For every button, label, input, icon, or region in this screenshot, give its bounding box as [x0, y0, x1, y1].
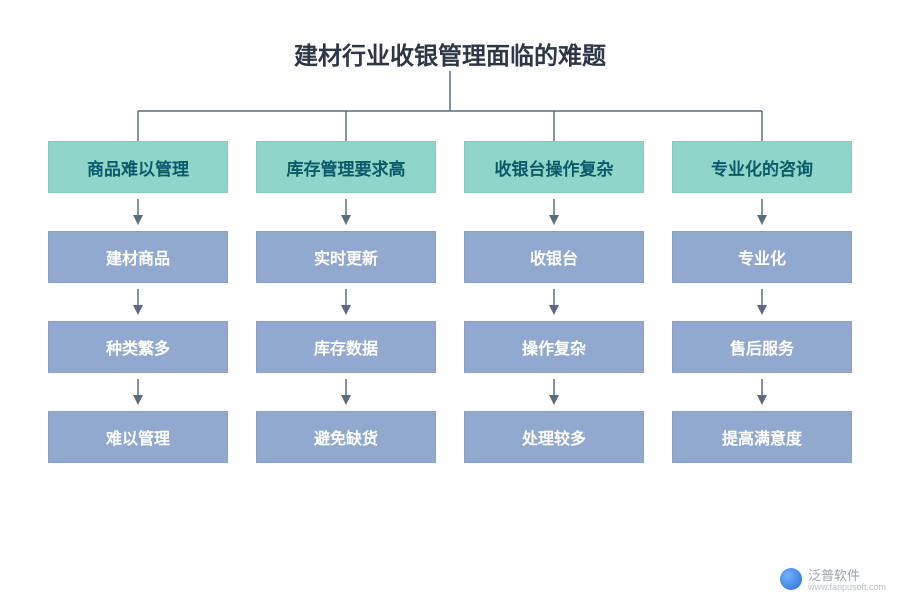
column-header: 库存管理要求高 [256, 141, 436, 193]
item-box: 实时更新 [256, 231, 436, 283]
column: 商品难以管理建材商品种类繁多难以管理 [48, 141, 228, 463]
column: 库存管理要求高实时更新库存数据避免缺货 [256, 141, 436, 463]
down-arrow-icon [752, 283, 772, 321]
watermark-brand: 泛普软件 [808, 568, 860, 583]
down-arrow-icon [544, 373, 564, 411]
branch-connector [0, 71, 900, 141]
item-box: 种类繁多 [48, 321, 228, 373]
item-box: 库存数据 [256, 321, 436, 373]
down-arrow-icon [128, 373, 148, 411]
item-box: 售后服务 [672, 321, 852, 373]
down-arrow-icon [544, 193, 564, 231]
item-box: 处理较多 [464, 411, 644, 463]
item-box: 建材商品 [48, 231, 228, 283]
down-arrow-icon [336, 283, 356, 321]
column-header: 收银台操作复杂 [464, 141, 644, 193]
item-box: 提高满意度 [672, 411, 852, 463]
down-arrow-icon [544, 283, 564, 321]
column: 专业化的咨询专业化售后服务提高满意度 [672, 141, 852, 463]
down-arrow-icon [752, 193, 772, 231]
item-box: 难以管理 [48, 411, 228, 463]
item-box: 收银台 [464, 231, 644, 283]
column-header: 专业化的咨询 [672, 141, 852, 193]
page-title: 建材行业收银管理面临的难题 [0, 0, 900, 71]
column: 收银台操作复杂收银台操作复杂处理较多 [464, 141, 644, 463]
item-box: 操作复杂 [464, 321, 644, 373]
down-arrow-icon [336, 193, 356, 231]
watermark-url: www.fanpusoft.com [808, 582, 886, 592]
down-arrow-icon [336, 373, 356, 411]
brand-logo-icon [780, 568, 802, 590]
watermark: 泛普软件 www.fanpusoft.com [780, 565, 886, 592]
down-arrow-icon [752, 373, 772, 411]
columns-container: 商品难以管理建材商品种类繁多难以管理库存管理要求高实时更新库存数据避免缺货收银台… [0, 141, 900, 463]
down-arrow-icon [128, 283, 148, 321]
item-box: 专业化 [672, 231, 852, 283]
column-header: 商品难以管理 [48, 141, 228, 193]
down-arrow-icon [128, 193, 148, 231]
item-box: 避免缺货 [256, 411, 436, 463]
